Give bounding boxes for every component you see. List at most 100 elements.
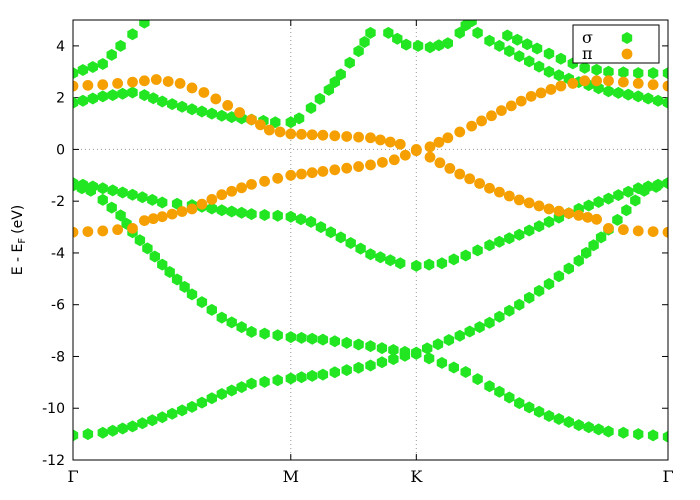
band-point bbox=[246, 325, 257, 338]
band-point bbox=[150, 74, 162, 85]
band-point bbox=[285, 116, 296, 129]
band-point bbox=[210, 93, 222, 105]
band-point bbox=[186, 203, 198, 215]
band-point bbox=[317, 166, 329, 177]
band-point bbox=[157, 258, 168, 271]
band-point bbox=[246, 178, 257, 190]
band-point bbox=[85, 184, 96, 197]
band-point bbox=[167, 407, 178, 420]
band-point bbox=[399, 149, 411, 161]
band-point bbox=[176, 404, 188, 417]
y-axis-label: E - EF (eV) bbox=[10, 205, 28, 276]
band-point bbox=[513, 194, 525, 206]
band-point bbox=[139, 215, 150, 226]
band-point bbox=[442, 132, 454, 144]
band-point bbox=[226, 384, 237, 397]
band-point bbox=[196, 198, 208, 210]
band-point bbox=[543, 203, 555, 215]
band-point bbox=[464, 173, 476, 185]
band-point bbox=[314, 92, 326, 105]
band-point bbox=[643, 180, 654, 193]
band-point bbox=[591, 75, 602, 87]
band-point bbox=[494, 310, 505, 323]
band-point bbox=[179, 280, 190, 293]
band-point bbox=[505, 100, 517, 112]
band-point bbox=[156, 211, 168, 223]
band-point bbox=[285, 128, 297, 140]
band-point bbox=[647, 226, 659, 237]
band-point bbox=[127, 28, 138, 41]
band-point bbox=[341, 162, 353, 174]
band-point bbox=[137, 417, 148, 430]
band-point bbox=[494, 235, 505, 248]
band-point bbox=[424, 151, 436, 163]
band-point bbox=[167, 98, 178, 111]
band-point bbox=[643, 92, 654, 105]
band-point bbox=[472, 244, 483, 257]
band-point bbox=[543, 410, 555, 422]
band-0-3 bbox=[73, 26, 376, 129]
band-point bbox=[117, 87, 128, 100]
band-point bbox=[454, 168, 466, 180]
band-point bbox=[296, 331, 307, 344]
band-point bbox=[464, 325, 475, 338]
band-point bbox=[494, 39, 505, 52]
band-point bbox=[533, 405, 545, 418]
band-point bbox=[432, 338, 444, 351]
band-point bbox=[329, 164, 341, 176]
band-point bbox=[647, 429, 659, 442]
band-point bbox=[206, 303, 217, 316]
plot-frame bbox=[72, 19, 669, 461]
band-point bbox=[423, 352, 435, 365]
band-point bbox=[662, 96, 668, 109]
kpoint-label: M bbox=[283, 467, 299, 486]
y-axis-label-subscript: F bbox=[17, 238, 28, 244]
band-point bbox=[524, 224, 535, 237]
band-point bbox=[147, 213, 159, 225]
band-point bbox=[147, 414, 158, 427]
band-point bbox=[117, 186, 128, 199]
legend-marker-1 bbox=[621, 48, 633, 60]
band-point bbox=[134, 234, 146, 247]
legend-label-1: π bbox=[582, 44, 593, 63]
band-point bbox=[555, 80, 567, 92]
y-tick-label: 2 bbox=[56, 91, 65, 107]
band-0-2 bbox=[73, 179, 668, 443]
band-point bbox=[533, 220, 545, 233]
band-point bbox=[647, 67, 659, 80]
band-point bbox=[270, 116, 281, 129]
band-point bbox=[216, 204, 227, 217]
y-tick-label: 4 bbox=[56, 39, 65, 55]
band-point bbox=[613, 189, 624, 202]
band-point bbox=[353, 131, 364, 143]
band-point bbox=[543, 278, 555, 290]
band-point bbox=[73, 67, 79, 80]
band-point bbox=[474, 178, 485, 189]
band-point bbox=[246, 377, 257, 390]
band-point bbox=[97, 193, 108, 206]
band-point bbox=[97, 58, 108, 70]
y-tick-label: -2 bbox=[51, 194, 65, 210]
band-point bbox=[148, 92, 159, 105]
band-point bbox=[443, 334, 455, 346]
band-point bbox=[76, 182, 88, 195]
band-point bbox=[246, 208, 257, 221]
band-point bbox=[139, 75, 150, 87]
band-0-4 bbox=[73, 20, 150, 80]
band-point bbox=[535, 87, 547, 99]
band-point bbox=[591, 63, 602, 76]
band-point bbox=[553, 69, 565, 82]
band-point bbox=[496, 105, 507, 116]
band-point bbox=[603, 65, 614, 78]
band-point bbox=[563, 262, 574, 275]
band-point bbox=[581, 246, 592, 259]
band-point bbox=[514, 397, 525, 410]
band-point bbox=[255, 119, 266, 131]
y-axis-label-unit: (eV) bbox=[10, 205, 26, 234]
band-point bbox=[454, 26, 465, 39]
band-point bbox=[472, 373, 483, 386]
band-point bbox=[433, 39, 445, 52]
band-point bbox=[410, 145, 422, 157]
band-point bbox=[329, 335, 340, 348]
